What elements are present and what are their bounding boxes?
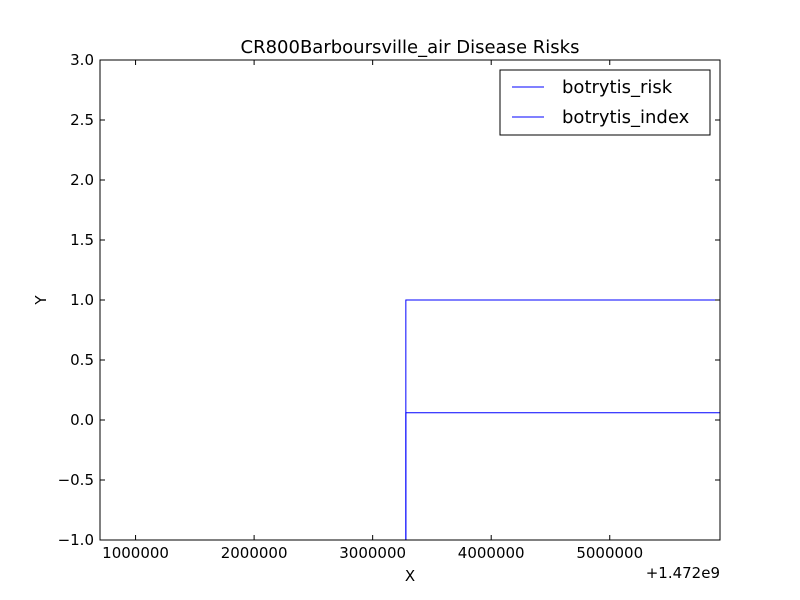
y-tick-label: 3.0 xyxy=(70,51,94,69)
legend-label-botrytis-risk: botrytis_risk xyxy=(562,77,673,98)
y-tick-label: −1.0 xyxy=(58,531,94,549)
y-tick-label: 1.0 xyxy=(70,291,94,309)
legend-label-botrytis-index: botrytis_index xyxy=(562,107,690,128)
y-tick-label: 1.5 xyxy=(70,231,94,249)
x-tick-label: 1000000 xyxy=(102,544,169,562)
y-tick-label: 0.5 xyxy=(70,351,94,369)
legend: botrytis_risk botrytis_index xyxy=(499,69,711,136)
y-axis-label: Y xyxy=(32,295,50,306)
x-tick-label: 3000000 xyxy=(339,544,406,562)
x-tick-label: 4000000 xyxy=(458,544,525,562)
tick-layer: 1000000 2000000 3000000 4000000 5000000 3.0 2.… xyxy=(58,51,720,562)
legend-box xyxy=(499,69,711,136)
y-tick-label: 2.5 xyxy=(70,111,94,129)
x-tick-label: 2000000 xyxy=(221,544,288,562)
x-axis-offset-label: +1.472e9 xyxy=(646,564,720,582)
plot-frame xyxy=(99,59,721,541)
y-tick-label: 2.0 xyxy=(70,171,94,189)
chart-title: CR800Barboursville_air Disease Risks xyxy=(241,37,580,58)
x-tick-label: 5000000 xyxy=(576,544,643,562)
x-axis-label: X xyxy=(405,567,415,585)
y-tick-label: 0.0 xyxy=(70,411,94,429)
y-tick-label: −0.5 xyxy=(58,471,94,489)
